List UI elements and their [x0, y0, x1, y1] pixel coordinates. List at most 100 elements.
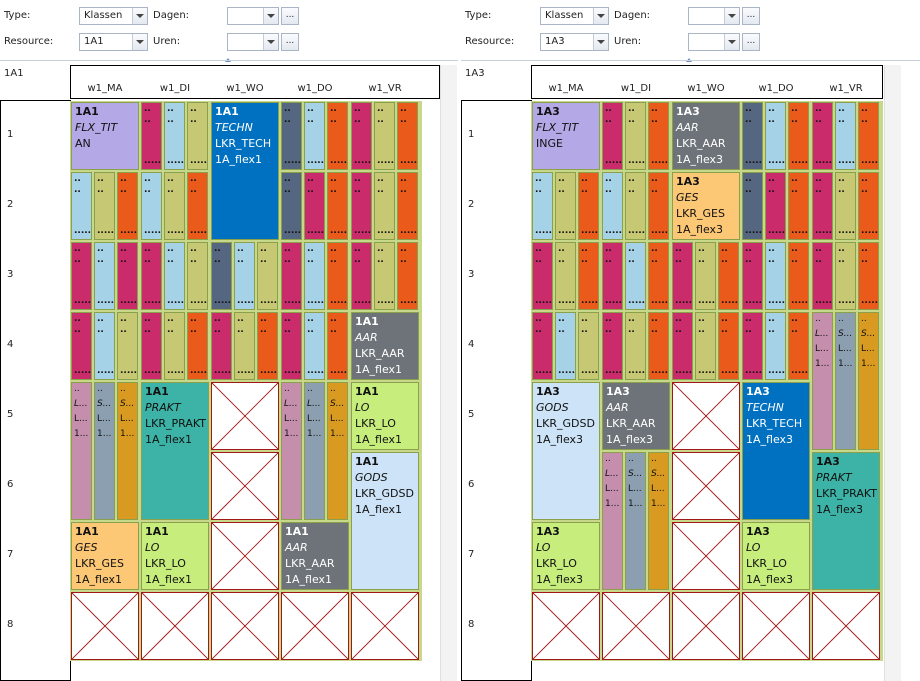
- chevron-down-icon[interactable]: [724, 34, 739, 50]
- sub-lesson-block[interactable]: .........: [625, 242, 646, 310]
- sub-lesson-block[interactable]: .........: [351, 172, 372, 240]
- empty-slot[interactable]: [672, 522, 740, 590]
- lesson-block[interactable]: 1A3 LO LKR_LO 1A_flex3: [532, 522, 600, 590]
- type-select[interactable]: Klassen: [79, 7, 148, 25]
- dagen-browse-button[interactable]: ...: [742, 7, 760, 25]
- sub-lesson-block[interactable]: .........: [765, 242, 786, 310]
- sub-lesson-block[interactable]: .........: [578, 312, 599, 380]
- sub-lesson-block[interactable]: .........: [578, 242, 599, 310]
- type-select[interactable]: Klassen: [540, 7, 609, 25]
- sub-lesson-block[interactable]: .........: [281, 172, 302, 240]
- lesson-block[interactable]: 1A1 TECHN LKR_TECH 1A_flex1: [211, 102, 279, 240]
- sub-lesson-block[interactable]: .........: [327, 312, 348, 380]
- sub-lesson-block[interactable]: .........: [695, 312, 716, 380]
- sub-lesson-block[interactable]: .........: [765, 102, 786, 170]
- sub-lesson-block[interactable]: .. L... L... 1...: [281, 382, 302, 520]
- empty-slot[interactable]: [672, 382, 740, 450]
- lesson-block[interactable]: 1A1 LO LKR_LO 1A_flex1: [351, 382, 419, 450]
- lesson-block[interactable]: 1A1 LO LKR_LO 1A_flex1: [141, 522, 209, 590]
- sub-lesson-block[interactable]: .........: [187, 102, 208, 170]
- sub-lesson-block[interactable]: .........: [718, 242, 739, 310]
- uren-browse-button[interactable]: ...: [281, 33, 299, 51]
- sub-lesson-block[interactable]: .........: [788, 312, 809, 380]
- lesson-block[interactable]: 1A1 AAR LKR_AAR 1A_flex1: [281, 522, 349, 590]
- lesson-block[interactable]: 1A1 GODS LKR_GDSD 1A_flex1: [351, 452, 419, 590]
- sub-lesson-block[interactable]: .........: [117, 312, 138, 380]
- sub-lesson-block[interactable]: .........: [695, 242, 716, 310]
- sub-lesson-block[interactable]: .........: [281, 242, 302, 310]
- sub-lesson-block[interactable]: .. L... L... 1...: [71, 382, 92, 520]
- sub-lesson-block[interactable]: .........: [257, 242, 278, 310]
- sub-lesson-block[interactable]: .........: [788, 102, 809, 170]
- lesson-block[interactable]: 1A3 TECHN LKR_TECH 1A_flex3: [742, 382, 810, 520]
- sub-lesson-block[interactable]: .. S... L... 1...: [625, 452, 646, 590]
- sub-lesson-block[interactable]: .........: [117, 242, 138, 310]
- sub-lesson-block[interactable]: .........: [788, 242, 809, 310]
- sub-lesson-block[interactable]: .........: [187, 172, 208, 240]
- sub-lesson-block[interactable]: .........: [742, 312, 763, 380]
- vertical-scrollbar[interactable]: [884, 65, 901, 681]
- sub-lesson-block[interactable]: .........: [555, 242, 576, 310]
- sub-lesson-block[interactable]: .........: [835, 172, 856, 240]
- sub-lesson-block[interactable]: .........: [742, 242, 763, 310]
- sub-lesson-block[interactable]: .. S... L... 1...: [117, 382, 138, 520]
- sub-lesson-block[interactable]: .........: [327, 242, 348, 310]
- chevron-down-icon[interactable]: [132, 8, 147, 24]
- lesson-block[interactable]: 1A3 AAR LKR_AAR 1A_flex3: [672, 102, 740, 170]
- sub-lesson-block[interactable]: .........: [742, 172, 763, 240]
- sub-lesson-block[interactable]: .........: [812, 102, 833, 170]
- sub-lesson-block[interactable]: .........: [141, 312, 162, 380]
- chevron-down-icon[interactable]: [263, 34, 278, 50]
- sub-lesson-block[interactable]: .........: [234, 312, 255, 380]
- sub-lesson-block[interactable]: .........: [374, 242, 395, 310]
- sub-lesson-block[interactable]: .........: [304, 172, 325, 240]
- sub-lesson-block[interactable]: .........: [858, 242, 879, 310]
- chevron-down-icon[interactable]: [132, 34, 147, 50]
- sub-lesson-block[interactable]: .........: [71, 242, 92, 310]
- sub-lesson-block[interactable]: .........: [532, 242, 553, 310]
- sub-lesson-block[interactable]: .........: [812, 172, 833, 240]
- empty-slot[interactable]: [532, 592, 600, 660]
- sub-lesson-block[interactable]: .........: [71, 172, 92, 240]
- sub-lesson-block[interactable]: .. L... L... 1...: [602, 452, 623, 590]
- sub-lesson-block[interactable]: .........: [625, 312, 646, 380]
- sub-lesson-block[interactable]: .........: [812, 242, 833, 310]
- sub-lesson-block[interactable]: .........: [71, 312, 92, 380]
- sub-lesson-block[interactable]: .. S... L... 1...: [648, 452, 669, 590]
- sub-lesson-block[interactable]: .........: [397, 242, 418, 310]
- dagen-select[interactable]: [688, 7, 740, 25]
- sub-lesson-block[interactable]: .........: [648, 172, 669, 240]
- sub-lesson-block[interactable]: .........: [648, 242, 669, 310]
- sub-lesson-block[interactable]: .........: [117, 172, 138, 240]
- sub-lesson-block[interactable]: .........: [788, 172, 809, 240]
- lesson-block[interactable]: 1A3 AAR LKR_AAR 1A_flex3: [602, 382, 670, 450]
- empty-slot[interactable]: [281, 592, 349, 660]
- sub-lesson-block[interactable]: .........: [765, 172, 786, 240]
- empty-slot[interactable]: [71, 592, 139, 660]
- sub-lesson-block[interactable]: .. L... L... 1...: [304, 382, 325, 520]
- sub-lesson-block[interactable]: .. S... L... 1...: [858, 312, 879, 450]
- sub-lesson-block[interactable]: .........: [374, 102, 395, 170]
- empty-slot[interactable]: [211, 522, 279, 590]
- sub-lesson-block[interactable]: .........: [578, 172, 599, 240]
- sub-lesson-block[interactable]: .........: [304, 312, 325, 380]
- lesson-block[interactable]: 1A3 GES LKR_GES 1A_flex3: [672, 172, 740, 240]
- sub-lesson-block[interactable]: .........: [648, 102, 669, 170]
- sub-lesson-block[interactable]: .........: [281, 312, 302, 380]
- sub-lesson-block[interactable]: .........: [555, 312, 576, 380]
- sub-lesson-block[interactable]: .........: [257, 312, 278, 380]
- vertical-scrollbar[interactable]: [440, 65, 457, 681]
- sub-lesson-block[interactable]: .........: [164, 172, 185, 240]
- sub-lesson-block[interactable]: .........: [858, 172, 879, 240]
- lesson-block[interactable]: 1A3 PRAKT LKR_PRAKT 1A_flex3: [812, 452, 880, 590]
- sub-lesson-block[interactable]: .........: [187, 312, 208, 380]
- empty-slot[interactable]: [742, 592, 810, 660]
- sub-lesson-block[interactable]: .........: [625, 172, 646, 240]
- sub-lesson-block[interactable]: .........: [532, 172, 553, 240]
- lesson-block[interactable]: 1A1 PRAKT LKR_PRAKT 1A_flex1: [141, 382, 209, 520]
- chevron-down-icon[interactable]: [724, 8, 739, 24]
- sub-lesson-block[interactable]: .. S... L... 1...: [94, 382, 115, 520]
- sub-lesson-block[interactable]: .........: [672, 242, 693, 310]
- sub-lesson-block[interactable]: .........: [672, 312, 693, 380]
- sub-lesson-block[interactable]: .........: [281, 102, 302, 170]
